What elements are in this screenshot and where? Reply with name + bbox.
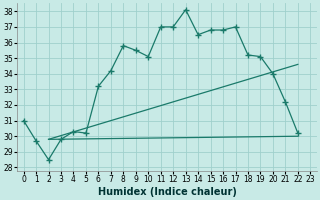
- X-axis label: Humidex (Indice chaleur): Humidex (Indice chaleur): [98, 187, 236, 197]
